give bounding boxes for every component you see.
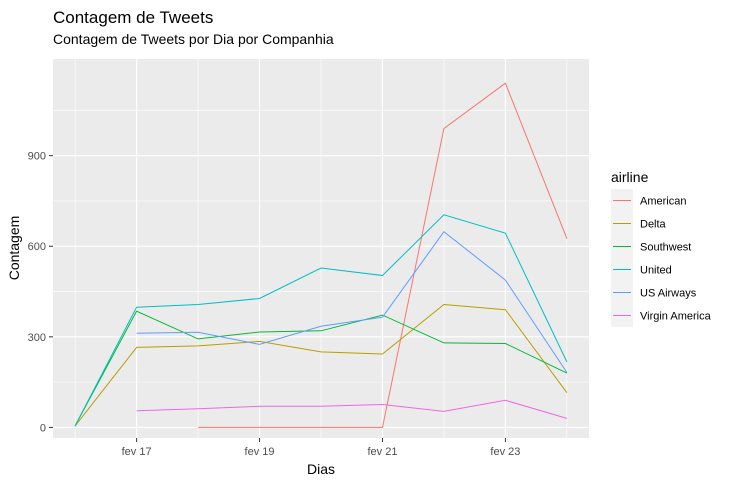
legend-label-american: American (640, 196, 686, 208)
x-tick-label: fev 23 (490, 446, 520, 458)
series-line-virgin-america (136, 399, 568, 419)
y-tick-label: 0 (40, 422, 46, 434)
legend-label-us-airways: US Airways (640, 288, 697, 300)
legend: airline American Delta Southwest United US A… (611, 169, 712, 327)
series-line-us-airways (136, 230, 568, 373)
minor-gridlines (53, 59, 589, 438)
chart-subtitle: Contagem de Tweets por Dia por Companhia (53, 31, 334, 47)
y-tick-label: 600 (28, 241, 46, 253)
series-lines (74, 82, 568, 428)
legend-title: airline (611, 169, 649, 185)
x-tick-label: fev 17 (122, 446, 152, 458)
series-line-united (74, 214, 568, 427)
legend-label-delta: Delta (640, 219, 667, 231)
x-tick-label: fev 19 (245, 446, 275, 458)
chart-title: Contagem de Tweets (53, 8, 213, 27)
series-line-american (198, 82, 568, 428)
legend-label-southwest: Southwest (640, 242, 691, 254)
y-axis: 0 300 600 900 (28, 151, 53, 434)
x-axis-title: Dias (307, 461, 335, 477)
legend-label-virgin-america: Virgin America (640, 311, 712, 323)
y-axis-title: Contagem (6, 216, 22, 281)
x-axis: fev 17 fev 19 fev 21 fev 23 (122, 438, 520, 458)
y-tick-label: 900 (28, 151, 46, 163)
legend-label-united: United (640, 265, 672, 277)
x-tick-label: fev 21 (367, 446, 397, 458)
series-line-southwest (74, 310, 568, 427)
y-tick-label: 300 (28, 332, 46, 344)
series-line-delta (74, 303, 568, 427)
